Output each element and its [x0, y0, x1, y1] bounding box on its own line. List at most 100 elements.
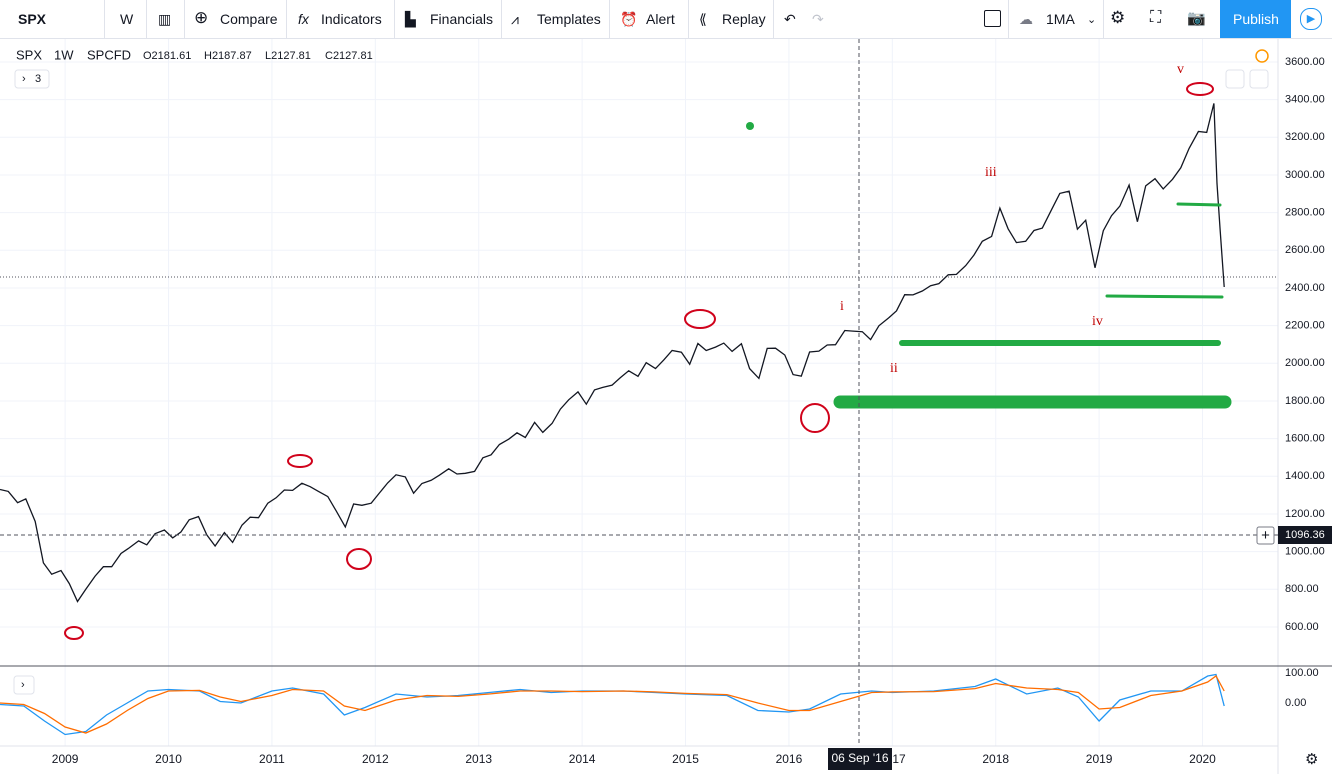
wave-label[interactable]: v — [1177, 62, 1184, 77]
redo-button[interactable]: ↷ — [812, 11, 824, 27]
y-tick-label: 2800.00 — [1285, 207, 1325, 219]
templates-button[interactable]: Templates — [537, 11, 601, 27]
ellipse[interactable] — [287, 454, 313, 468]
legend-high: H2187.87 — [204, 50, 252, 62]
interval[interactable]: W — [120, 11, 134, 27]
scroll-button[interactable] — [1225, 69, 1245, 89]
y-tick-label: 2000.00 — [1285, 357, 1325, 369]
add-icon: + — [1261, 527, 1270, 544]
y-tick-label: 3600.00 — [1285, 56, 1325, 68]
green-line[interactable] — [1105, 294, 1224, 299]
ellipse[interactable] — [800, 403, 830, 433]
cloud-icon: ☁ — [1019, 11, 1033, 27]
x-tick-label: 2020 — [1189, 752, 1216, 766]
replay-icon: ⟪ — [699, 11, 707, 27]
indicator-name[interactable]: 1MA — [1046, 11, 1075, 27]
wave-label[interactable]: iii — [985, 165, 997, 180]
y-tick-label: 800.00 — [1285, 583, 1319, 595]
replay-button[interactable]: Replay — [722, 11, 766, 27]
y-tick-label: 1200.00 — [1285, 508, 1325, 520]
price-line — [0, 675, 1225, 734]
separator — [688, 0, 689, 38]
green-lines — [746, 122, 1232, 409]
y-tick-label: 2600.00 — [1285, 244, 1325, 256]
y-tick-label: 600.00 — [1285, 621, 1319, 633]
alert-icon: ⏰ — [620, 11, 638, 27]
indicators-icon: fx — [298, 11, 309, 27]
ellipse[interactable] — [684, 309, 716, 329]
separator — [394, 0, 395, 38]
reset-button[interactable] — [1249, 69, 1269, 89]
price-line — [0, 673, 1225, 736]
add-button[interactable] — [1256, 526, 1275, 545]
y-tick-label: 1000.00 — [1285, 546, 1325, 558]
warning-icon[interactable] — [1255, 49, 1269, 63]
x-tick-label: 2012 — [362, 752, 389, 766]
ellipse[interactable] — [1186, 82, 1214, 96]
crosshair-date-box — [828, 748, 892, 770]
chart: i ii iii iv v 2009 2010 2011 2012 2013 2014 20… — [0, 39, 1332, 774]
indicators-button[interactable]: Indicators — [321, 11, 382, 27]
y-tick-label: 100.00 — [1285, 667, 1319, 679]
undo-button[interactable]: ↶ — [784, 11, 796, 27]
crosshair-date: 06 Sep '16 — [831, 751, 888, 765]
y-tick-label: 1600.00 — [1285, 433, 1325, 445]
crosshair-price: 1096.36 — [1285, 529, 1325, 541]
fullscreen-box[interactable] — [984, 10, 1001, 27]
x-tick-label: 2009 — [52, 752, 79, 766]
symbol[interactable]: SPX — [18, 11, 47, 27]
separator — [609, 0, 610, 38]
legend-symbol: SPX — [16, 47, 42, 62]
separator — [104, 0, 105, 38]
settings-button[interactable]: ⚙ — [1110, 8, 1126, 27]
financials-icon: ▙ — [405, 11, 416, 27]
play-button[interactable]: ▶ — [1300, 8, 1322, 30]
indicators-toggle[interactable] — [14, 69, 50, 89]
y-tick-label: 2200.00 — [1285, 320, 1325, 332]
series — [0, 103, 1225, 736]
toolbar: SPX W ▥ ⊕ Compare fx Indicators ▙ Financ… — [0, 0, 1332, 39]
wave-label[interactable]: iv — [1092, 314, 1103, 329]
grid — [0, 39, 1278, 746]
publish-button[interactable]: Publish — [1220, 0, 1291, 38]
axis-settings[interactable]: ⚙ — [1305, 751, 1318, 768]
y-tick-label: 2400.00 — [1285, 282, 1325, 294]
pane-toggle[interactable] — [13, 675, 35, 695]
separator — [773, 0, 774, 38]
x-tick-label: 2011 — [259, 752, 285, 766]
y-tick-label: 3200.00 — [1285, 131, 1325, 143]
separator — [286, 0, 287, 38]
x-tick-label: 2010 — [155, 752, 182, 766]
y-tick-label: 1800.00 — [1285, 395, 1325, 407]
separator — [184, 0, 185, 38]
wave-label[interactable]: ii — [890, 361, 898, 376]
dropdown-arrow[interactable]: ⌄ — [1087, 14, 1097, 26]
publish-label: Publish — [1233, 11, 1279, 27]
legend-interval: 1W — [54, 47, 74, 62]
ellipse[interactable] — [64, 626, 84, 640]
x-tick-label: 2018 — [982, 752, 1009, 766]
separator — [146, 0, 147, 38]
ellipse[interactable] — [346, 548, 372, 570]
legend-low: L2127.81 — [265, 50, 311, 62]
financials-button[interactable]: Financials — [430, 11, 494, 27]
x-tick-label: 2019 — [1086, 752, 1113, 766]
x-tick-label: 2016 — [776, 752, 803, 766]
green-dot[interactable] — [746, 122, 754, 130]
price-line — [0, 103, 1225, 603]
fullscreen-button[interactable]: ⛶ — [1150, 9, 1162, 26]
separator — [501, 0, 502, 38]
legend-close: C2127.81 — [325, 50, 373, 62]
wave-label[interactable]: i — [840, 299, 844, 314]
chart-type-icon[interactable]: ▥ — [158, 11, 172, 27]
y-tick-label: 3400.00 — [1285, 94, 1325, 106]
separator — [1103, 0, 1104, 38]
green-line[interactable] — [1176, 202, 1222, 207]
crosshair-price-box — [1278, 526, 1332, 544]
templates-icon: ⩘ — [511, 11, 519, 27]
snapshot-button[interactable]: 📷 — [1187, 10, 1206, 27]
compare-button[interactable]: Compare — [220, 11, 278, 27]
alert-button[interactable]: Alert — [646, 11, 675, 27]
y-tick-label: 3000.00 — [1285, 169, 1325, 181]
